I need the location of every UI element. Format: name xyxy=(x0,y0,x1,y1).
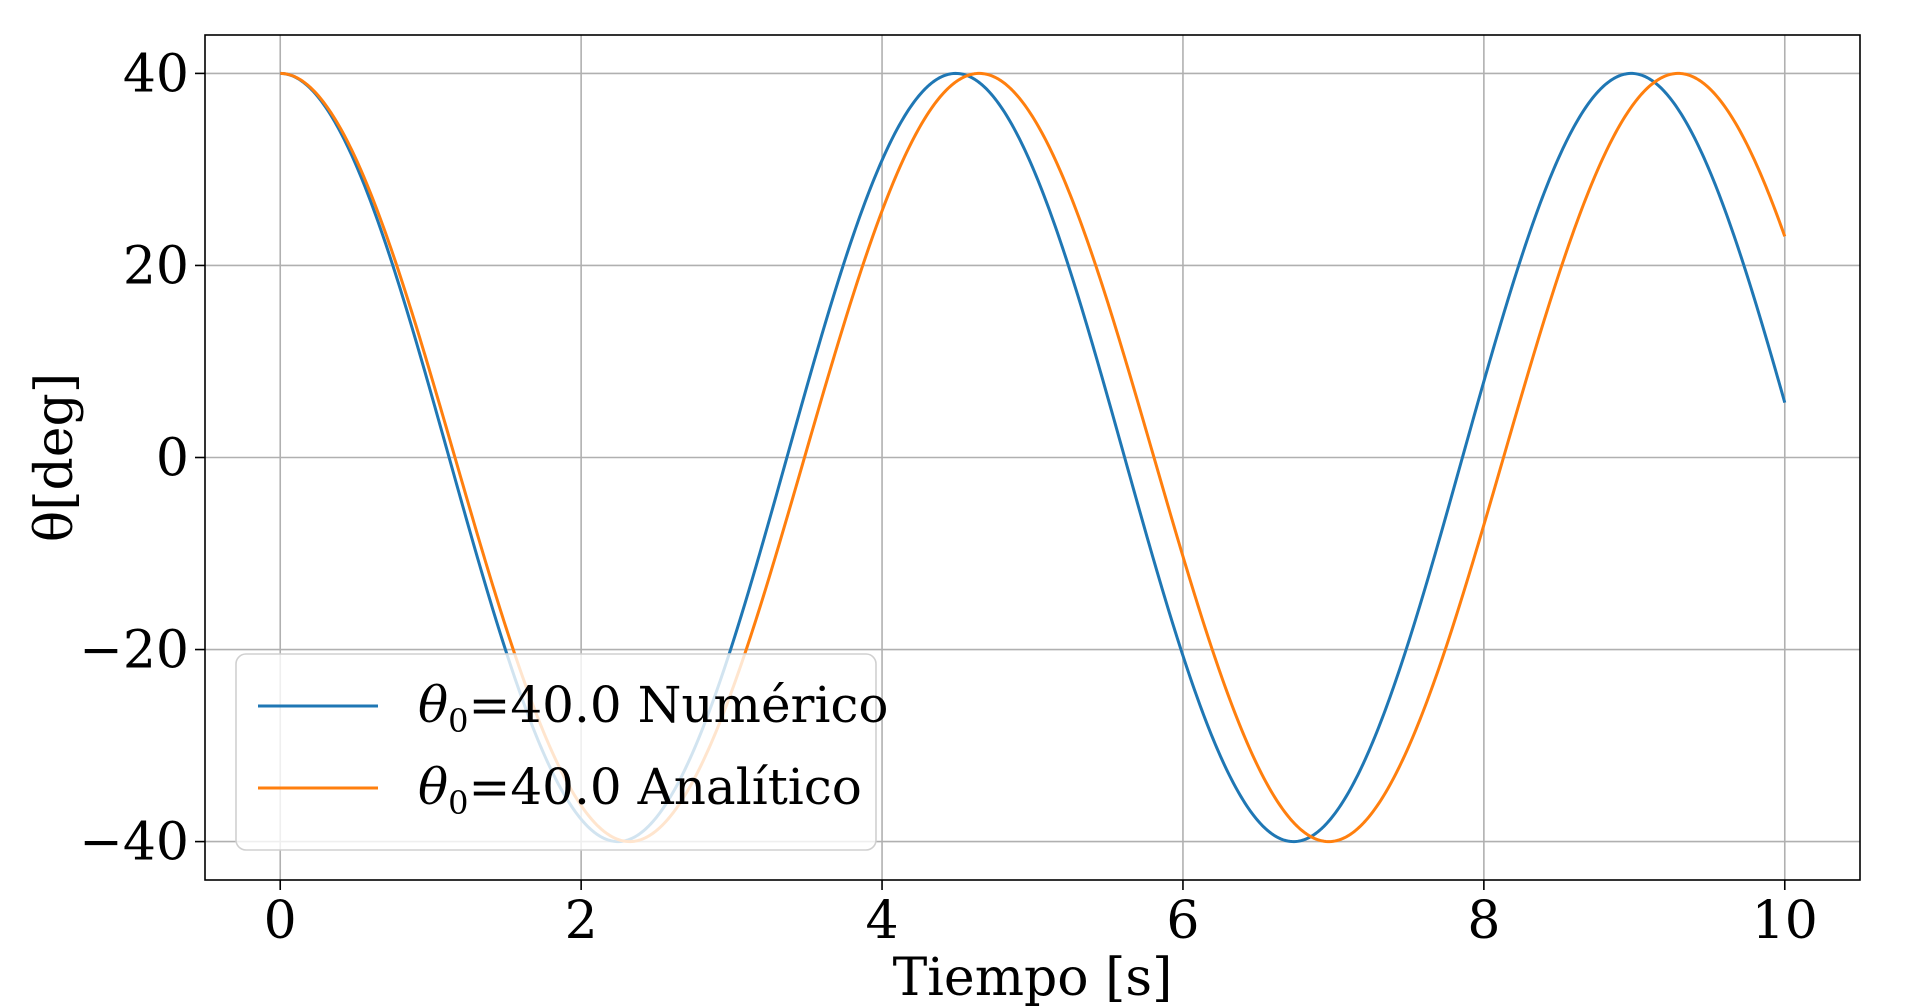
x-axis-label: Tiempo [s] xyxy=(893,948,1173,1006)
x-tick-label: 8 xyxy=(1467,891,1500,951)
y-tick-label: 40 xyxy=(123,44,189,104)
y-tick-label: −20 xyxy=(79,621,189,681)
y-tick-label: 0 xyxy=(156,429,189,489)
legend-entry-numerico: θ0=40.0 Numérico xyxy=(418,676,889,740)
y-tick-label: −40 xyxy=(79,813,189,873)
legend: θ0=40.0 Numérico θ0=40.0 Analítico xyxy=(236,654,889,850)
y-axis-label: θ[deg] xyxy=(25,373,85,542)
x-tick-label: 2 xyxy=(565,891,598,951)
y-tick-label: 20 xyxy=(123,236,189,296)
x-tick-label: 10 xyxy=(1752,891,1818,951)
x-tick-label: 4 xyxy=(865,891,898,951)
x-tick-label: 0 xyxy=(264,891,297,951)
x-tick-label: 6 xyxy=(1166,891,1199,951)
legend-entry-analitico: θ0=40.0 Analítico xyxy=(418,758,862,822)
